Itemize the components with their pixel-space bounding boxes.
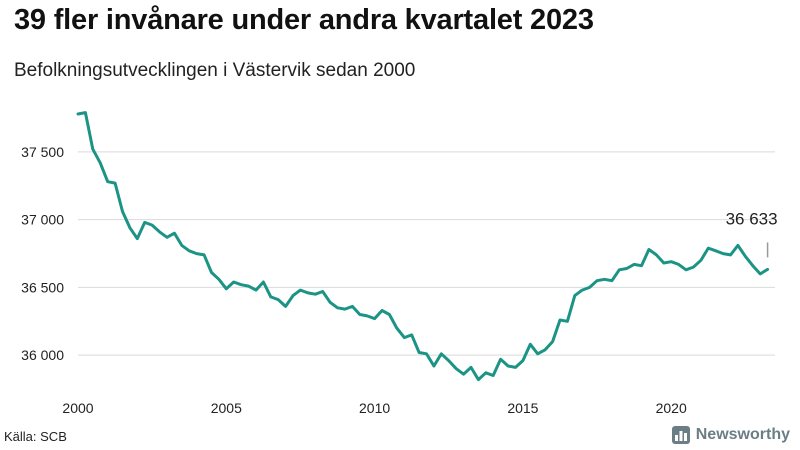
source-note: Källa: SCB bbox=[4, 429, 67, 444]
chart-subtitle: Befolkningsutvecklingen i Västervik seda… bbox=[14, 60, 416, 81]
x-tick-label: 2020 bbox=[656, 400, 687, 416]
annotation-label: 36 633 bbox=[726, 209, 778, 228]
series-line bbox=[76, 111, 770, 382]
y-tick-label: 36 500 bbox=[21, 279, 64, 295]
bar-chart-icon bbox=[671, 426, 690, 444]
y-tick-label: 37 500 bbox=[21, 144, 64, 160]
y-tick-label: 37 000 bbox=[21, 212, 64, 228]
x-tick-label: 2005 bbox=[211, 400, 242, 416]
x-tick-label: 2010 bbox=[359, 400, 390, 416]
brand-name: Newsworthy bbox=[695, 426, 790, 443]
x-tick-label: 2015 bbox=[507, 400, 538, 416]
y-tick-label: 36 000 bbox=[21, 347, 64, 363]
chart-title: 39 fler invånare under andra kvartalet 2… bbox=[14, 4, 594, 36]
x-tick-label: 2000 bbox=[62, 400, 93, 416]
brand-logo: Newsworthy bbox=[671, 426, 790, 444]
